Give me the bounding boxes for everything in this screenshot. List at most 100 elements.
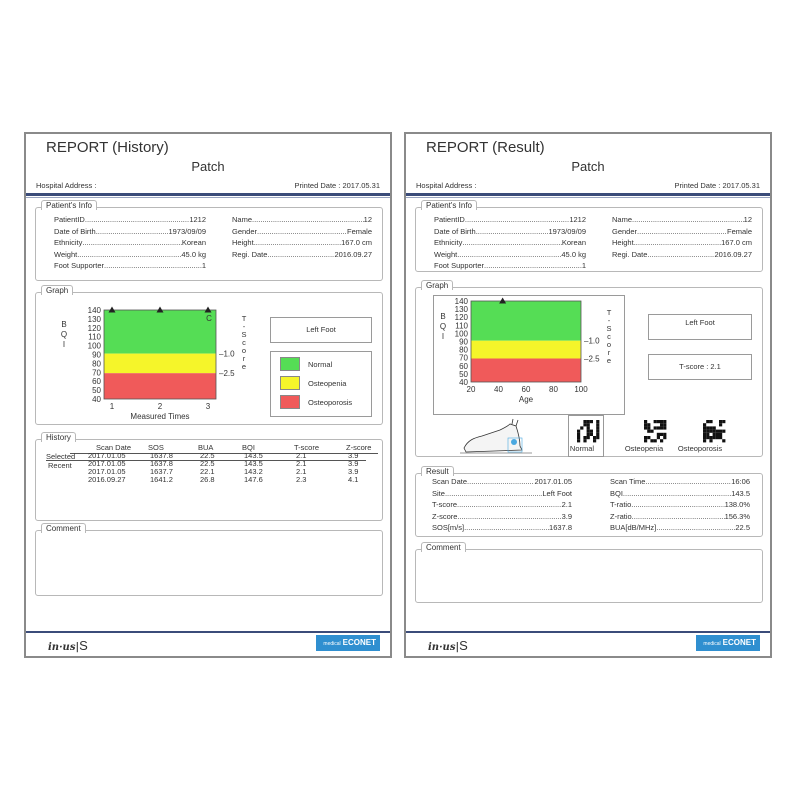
info-label: Gender	[612, 226, 638, 236]
history-cell: 2017.01.05	[88, 459, 126, 468]
history-header-line	[70, 453, 378, 454]
texture-pixel	[719, 436, 723, 440]
texture-pixel	[586, 423, 590, 427]
info-label: Z-score	[432, 511, 458, 521]
info-row: T-score 2.1	[432, 499, 572, 511]
texture-pixel	[663, 426, 667, 430]
history-cell: 143.5	[244, 451, 263, 460]
history-cell: 2017.01.05	[88, 467, 126, 476]
t-score-axis-label-char: -	[243, 322, 246, 331]
dot-leader	[445, 488, 542, 500]
header-divider	[406, 193, 770, 196]
info-row: Foot Supporter 1	[54, 260, 206, 272]
y-tick-label: 50	[459, 370, 468, 379]
texture-pixel	[586, 420, 590, 424]
texture-pixel	[703, 423, 707, 427]
texture-pixel	[719, 429, 723, 433]
zone-normal	[104, 310, 216, 354]
history-report: REPORT (History) Patch Hospital Address …	[24, 132, 392, 658]
legend-swatch	[280, 357, 300, 371]
dot-leader	[465, 214, 569, 226]
dot-leader	[267, 249, 334, 261]
info-value: Korean	[181, 238, 206, 247]
t-score-axis-label-char: r	[608, 348, 611, 357]
texture-pixel	[660, 432, 664, 436]
dot-leader	[632, 214, 744, 226]
history-cell: 143.5	[244, 459, 263, 468]
report-title: REPORT (Result)	[426, 139, 545, 156]
x-tick-label: 60	[522, 385, 531, 394]
x-tick-label: 100	[574, 385, 588, 394]
t-score-axis-label-char: c	[607, 332, 611, 341]
texture-pixel	[709, 426, 713, 430]
y-tick-label: 70	[459, 354, 468, 363]
texture-pixel	[586, 426, 590, 430]
info-row: Height 167.0 cm	[612, 237, 752, 249]
info-value: 1212	[189, 215, 206, 224]
info-label: Site	[432, 488, 445, 498]
y-tick-label: 110	[88, 333, 101, 342]
info-label: Height	[232, 238, 254, 247]
info-value: 1	[581, 261, 586, 270]
info-label: T-ratio	[610, 500, 632, 509]
texture-label: Normal	[569, 444, 595, 453]
dot-leader	[656, 522, 735, 534]
texture-pixel	[596, 436, 600, 440]
texture-pixel	[706, 420, 710, 424]
hospital-address: Hospital Address :	[36, 181, 97, 190]
info-value: 2016.09.27	[334, 249, 372, 259]
t-score-axis-label-char: T	[242, 314, 247, 323]
y-axis-label-char: Q	[61, 330, 67, 339]
econet-logo: medical ECONET	[696, 635, 760, 651]
texture-pixel	[656, 426, 660, 430]
info-row: Site Left Foot	[432, 488, 572, 500]
texture-pixel	[706, 432, 710, 436]
info-row: PatientID 1212	[54, 214, 206, 226]
y-tick-label: 140	[88, 306, 102, 315]
y-axis-label-char: Q	[440, 322, 446, 331]
dot-leader	[631, 499, 724, 511]
texture-pixel	[647, 423, 651, 427]
texture-pixel	[583, 420, 587, 424]
section-tab: Graph	[41, 285, 74, 295]
texture-pixel	[656, 432, 660, 436]
report-footer: in·us|S medical ECONET	[406, 631, 770, 656]
texture-pixel	[644, 420, 648, 424]
info-value: 167.0 cm	[341, 238, 372, 247]
texture-pixel	[589, 429, 593, 433]
dot-leader	[252, 214, 364, 226]
texture-pixel	[586, 436, 590, 440]
info-row: SOS[m/s] 1637.8	[432, 522, 572, 534]
info-row: Name 12	[232, 214, 372, 226]
bone-texture-image-3	[703, 420, 726, 443]
info-row: Date of Birth 1973/09/09	[54, 226, 206, 238]
info-value: 1973/09/09	[168, 226, 206, 236]
y-axis-label-char: I	[63, 340, 65, 349]
section-tab: Comment	[41, 523, 86, 533]
selected-row-line	[46, 460, 366, 461]
bone-texture-images	[577, 420, 726, 443]
info-row: Foot Supporter 1	[434, 260, 586, 272]
y-tick-label: 90	[92, 351, 101, 360]
y-tick-label: 60	[459, 362, 468, 371]
info-label: Name	[232, 215, 253, 224]
info-row: BQI 143.5	[610, 488, 750, 500]
dot-leader	[634, 237, 721, 249]
history-cell: 2.3	[296, 475, 307, 484]
section-tab: Result	[421, 466, 454, 476]
dot-leader	[467, 476, 534, 488]
dot-leader	[647, 249, 714, 261]
info-row: Ethnicity Korean	[434, 237, 586, 249]
texture-pixel	[644, 436, 648, 440]
y-tick-label: 120	[455, 313, 469, 322]
texture-label: Osteoporosis	[677, 444, 723, 453]
info-label: Regi. Date	[612, 249, 648, 259]
texture-pixel	[660, 426, 664, 430]
history-cell: 1637.8	[150, 451, 173, 460]
info-label: PatientID	[434, 215, 465, 224]
dot-leader	[104, 260, 202, 272]
history-cell: 22.5	[200, 459, 215, 468]
texture-pixel	[644, 423, 648, 427]
texture-pixel	[583, 439, 587, 443]
